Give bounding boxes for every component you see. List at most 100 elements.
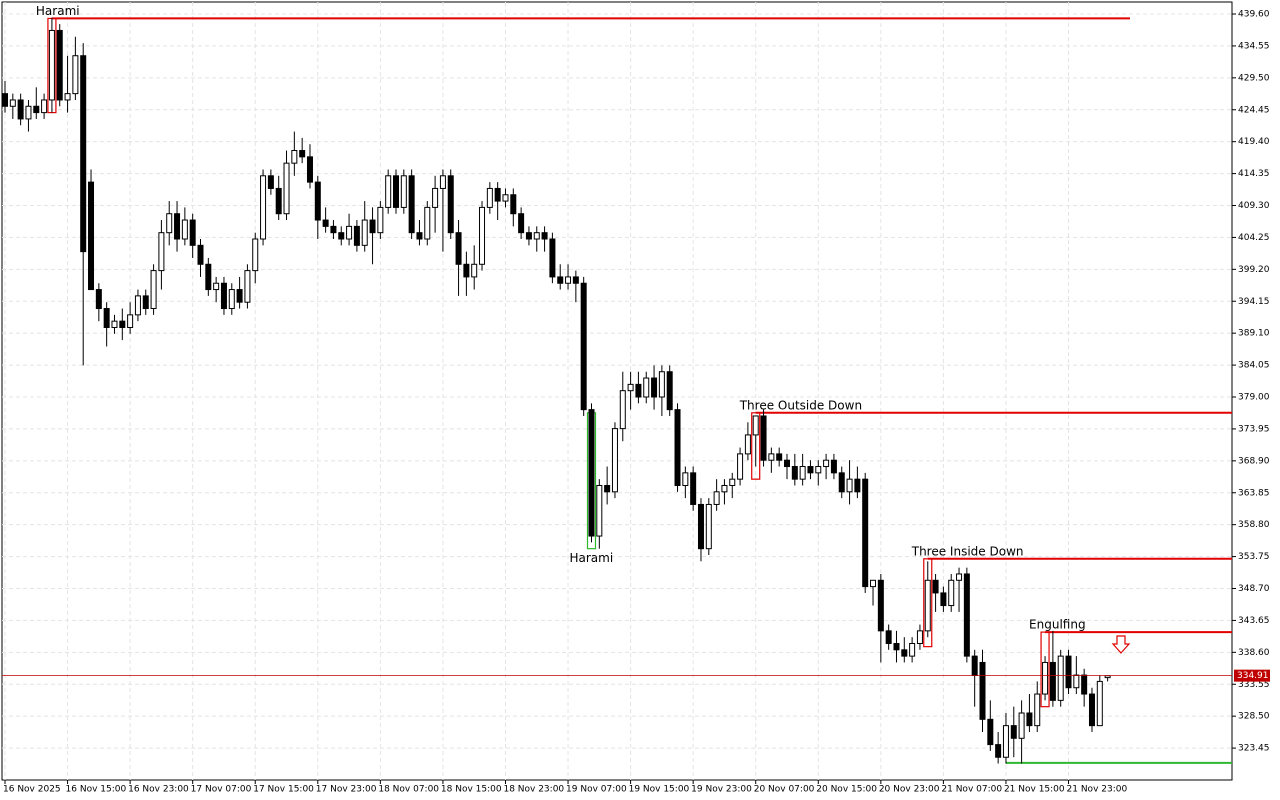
candle-body — [502, 194, 509, 202]
x-tick-label: 20 Nov 15:00 — [816, 785, 877, 795]
y-tick-label: 384.05 — [1238, 361, 1270, 371]
candle-body — [596, 484, 603, 537]
y-tick-label: 323.45 — [1238, 744, 1270, 754]
y-tick-label: 424.45 — [1238, 105, 1270, 115]
x-tick-label: 18 Nov 23:00 — [503, 785, 564, 795]
candle-body — [205, 263, 212, 291]
candle-body — [1065, 655, 1072, 689]
candle-body — [525, 232, 532, 240]
pattern-label: Engulfing — [1029, 618, 1086, 632]
candle-body — [737, 453, 744, 480]
candle-body — [174, 213, 181, 240]
candle-body — [41, 99, 48, 114]
candle-body — [95, 289, 102, 310]
y-tick-label: 394.15 — [1238, 297, 1270, 307]
candle-body — [142, 295, 149, 310]
y-tick-label: 328.50 — [1238, 712, 1270, 722]
candle-body — [776, 453, 783, 461]
candle-body — [674, 409, 681, 486]
candle-body — [830, 459, 837, 474]
candle-body — [580, 282, 587, 411]
x-tick-label: 21 Nov 07:00 — [941, 785, 1002, 795]
candle-body — [588, 409, 595, 537]
candle-body — [760, 415, 767, 461]
x-tick-label: 21 Nov 23:00 — [1067, 785, 1128, 795]
y-tick-label: 373.95 — [1238, 424, 1270, 434]
candle-body — [557, 276, 564, 284]
candle-body — [877, 579, 884, 632]
y-tick-label: 409.30 — [1238, 201, 1270, 211]
candle-body — [408, 175, 415, 234]
candle-body — [682, 472, 689, 486]
y-tick-label: 363.85 — [1238, 488, 1270, 498]
candle-body — [901, 649, 908, 657]
candle-body — [1034, 693, 1041, 727]
candle-body — [1096, 680, 1103, 727]
candle-body — [971, 655, 978, 676]
candle-body — [1081, 674, 1088, 695]
candle-body — [158, 232, 165, 272]
candle-body — [275, 187, 282, 215]
candle-body — [220, 282, 227, 310]
candle-body — [494, 187, 501, 202]
candle-body — [1026, 712, 1033, 727]
candle-body — [150, 270, 157, 310]
candle-body — [752, 415, 759, 436]
candle-body — [549, 238, 556, 278]
candle-body — [56, 29, 63, 101]
candle-body — [1049, 661, 1056, 701]
pattern-box — [1040, 631, 1050, 708]
candle-body — [119, 320, 126, 328]
candle-body — [799, 466, 806, 480]
candle-body — [244, 270, 251, 303]
candle-body — [439, 175, 446, 189]
x-tick-label: 20 Nov 07:00 — [754, 785, 815, 795]
candle-body — [283, 162, 290, 215]
candle-body — [862, 478, 869, 588]
candle-body — [377, 206, 384, 234]
candle-body — [88, 181, 95, 291]
current-price-tag — [1234, 669, 1270, 682]
pattern-box — [751, 412, 761, 480]
candle-body — [768, 453, 775, 461]
x-tick-label: 17 Nov 15:00 — [253, 785, 314, 795]
candle-body — [838, 472, 845, 493]
candle-body — [565, 276, 572, 284]
candle-body — [25, 105, 32, 120]
x-tick-label: 16 Nov 2025 — [3, 785, 61, 795]
candle-body — [314, 181, 321, 221]
candle-body — [987, 718, 994, 746]
candle-body — [1042, 661, 1049, 695]
candle-body — [400, 175, 407, 208]
y-tick-label: 343.65 — [1238, 616, 1270, 626]
candle-body — [338, 232, 345, 240]
y-tick-label: 419.40 — [1238, 137, 1270, 147]
candle-body — [924, 579, 931, 632]
candle-body — [604, 484, 611, 493]
x-tick-label: 18 Nov 07:00 — [378, 785, 439, 795]
candle-body — [533, 232, 540, 240]
candle-body — [181, 219, 188, 240]
candle-body — [666, 371, 673, 411]
candle-body — [486, 187, 493, 208]
candle-body — [189, 219, 196, 246]
candle-body — [455, 232, 462, 265]
candle-body — [823, 459, 830, 468]
candle-body — [791, 466, 798, 480]
x-tick-label: 17 Nov 23:00 — [316, 785, 377, 795]
y-tick-label: 338.60 — [1238, 648, 1270, 658]
y-tick-label: 404.25 — [1238, 233, 1270, 243]
candle-body — [635, 383, 642, 398]
candle-body — [940, 592, 947, 607]
candle-body — [1073, 674, 1080, 689]
candle-body — [744, 434, 751, 455]
candle-body — [658, 371, 665, 398]
candle-body — [1018, 712, 1025, 739]
candle-body — [361, 219, 368, 246]
candle-body — [9, 99, 16, 107]
candle-body — [416, 232, 423, 240]
candle-body — [463, 263, 470, 278]
candle-body — [252, 238, 259, 272]
candle-body — [197, 244, 204, 265]
candle-body — [963, 573, 970, 657]
